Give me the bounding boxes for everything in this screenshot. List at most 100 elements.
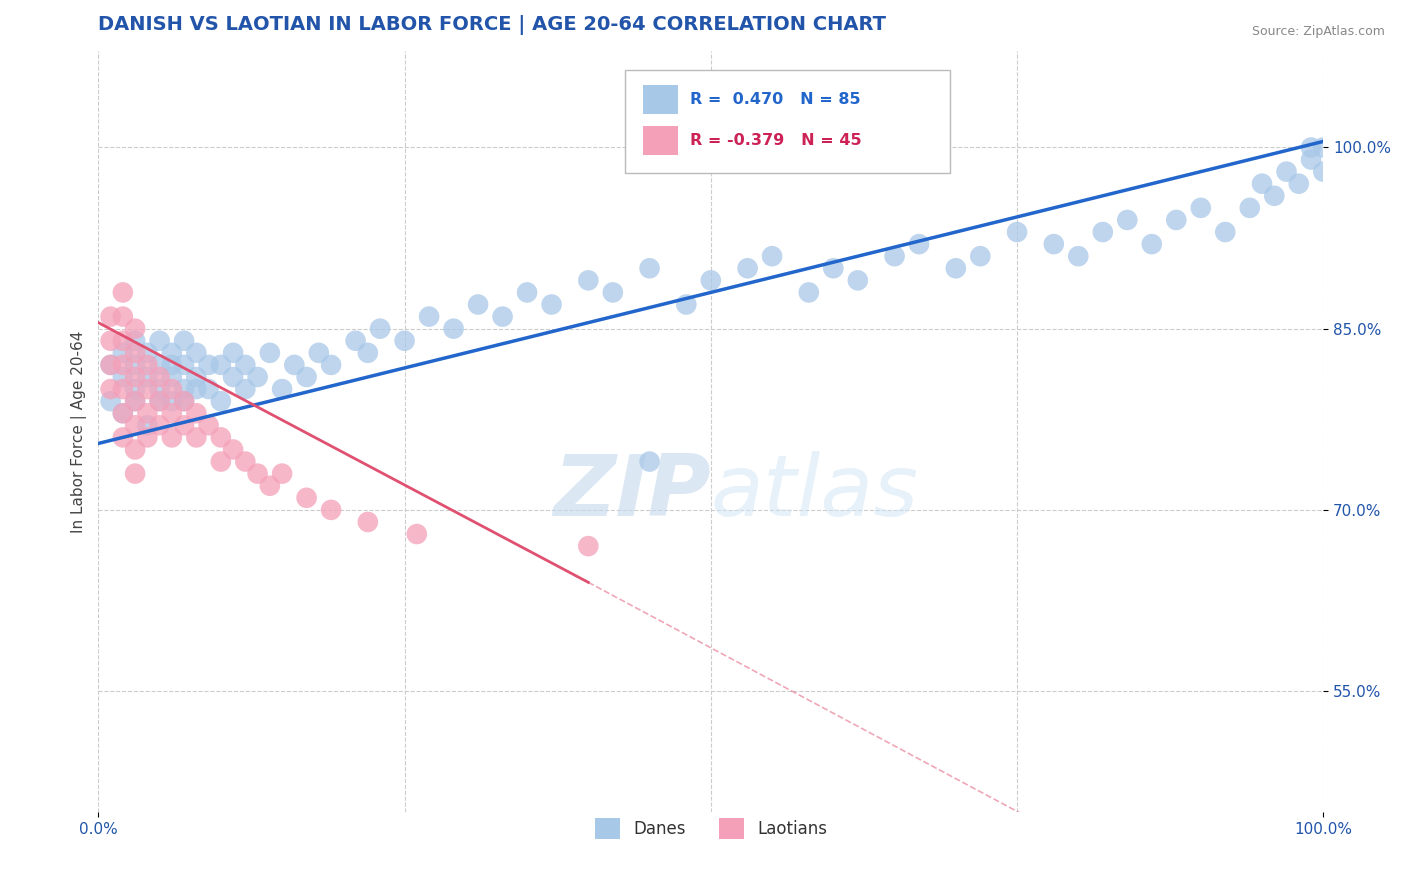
Point	[1239, 201, 1261, 215]
Point	[136, 418, 159, 433]
Point	[1299, 153, 1322, 167]
Point	[173, 382, 195, 396]
Point	[186, 430, 208, 444]
Point	[368, 321, 391, 335]
Point	[1166, 213, 1188, 227]
Point	[209, 430, 232, 444]
Point	[233, 382, 256, 396]
Point	[160, 346, 183, 360]
Point	[100, 358, 122, 372]
Point	[883, 249, 905, 263]
Point	[149, 358, 172, 372]
Point	[149, 370, 172, 384]
Point	[1042, 237, 1064, 252]
Point	[173, 394, 195, 409]
Point	[100, 334, 122, 348]
Text: Source: ZipAtlas.com: Source: ZipAtlas.com	[1251, 25, 1385, 38]
Point	[149, 418, 172, 433]
Point	[233, 358, 256, 372]
Point	[124, 382, 146, 396]
Point	[111, 406, 134, 420]
Point	[908, 237, 931, 252]
Point	[149, 394, 172, 409]
Point	[1067, 249, 1090, 263]
Point	[357, 346, 380, 360]
Point	[100, 394, 122, 409]
Point	[136, 382, 159, 396]
Point	[160, 394, 183, 409]
Point	[737, 261, 759, 276]
Point	[1288, 177, 1310, 191]
Point	[246, 467, 269, 481]
Point	[1189, 201, 1212, 215]
Point	[491, 310, 513, 324]
Point	[283, 358, 305, 372]
Point	[149, 334, 172, 348]
Point	[100, 382, 122, 396]
Point	[149, 394, 172, 409]
Point	[418, 310, 440, 324]
Point	[124, 358, 146, 372]
Point	[1312, 140, 1334, 154]
Point	[136, 346, 159, 360]
Point	[467, 297, 489, 311]
Point	[259, 346, 281, 360]
Point	[111, 406, 134, 420]
Point	[197, 382, 219, 396]
Point	[186, 382, 208, 396]
Point	[761, 249, 783, 263]
Point	[233, 454, 256, 468]
Point	[160, 370, 183, 384]
Point	[124, 321, 146, 335]
Y-axis label: In Labor Force | Age 20-64: In Labor Force | Age 20-64	[72, 330, 87, 533]
Point	[124, 370, 146, 384]
Text: R = -0.379   N = 45: R = -0.379 N = 45	[690, 133, 862, 148]
Point	[271, 467, 294, 481]
Point	[319, 358, 342, 372]
Point	[259, 479, 281, 493]
Point	[173, 334, 195, 348]
Point	[1312, 164, 1334, 178]
Point	[124, 418, 146, 433]
Point	[124, 346, 146, 360]
Point	[160, 358, 183, 372]
Point	[149, 382, 172, 396]
Point	[160, 430, 183, 444]
Point	[823, 261, 845, 276]
Point	[186, 370, 208, 384]
Point	[111, 430, 134, 444]
Point	[675, 297, 697, 311]
Point	[173, 394, 195, 409]
Point	[344, 334, 367, 348]
Point	[1213, 225, 1236, 239]
Point	[124, 467, 146, 481]
Point	[576, 273, 599, 287]
Point	[846, 273, 869, 287]
Point	[1275, 164, 1298, 178]
Point	[1263, 189, 1285, 203]
Point	[222, 346, 245, 360]
Point	[295, 370, 318, 384]
Point	[222, 442, 245, 457]
Point	[638, 454, 661, 468]
Point	[209, 394, 232, 409]
Point	[222, 370, 245, 384]
Point	[111, 285, 134, 300]
Point	[136, 358, 159, 372]
Point	[173, 418, 195, 433]
Point	[969, 249, 991, 263]
Point	[308, 346, 330, 360]
Point	[1140, 237, 1163, 252]
Text: atlas: atlas	[711, 450, 918, 533]
Point	[1299, 140, 1322, 154]
Point	[271, 382, 294, 396]
Point	[186, 346, 208, 360]
Point	[576, 539, 599, 553]
Point	[209, 454, 232, 468]
Point	[1091, 225, 1114, 239]
Point	[124, 442, 146, 457]
Point	[197, 358, 219, 372]
Point	[111, 334, 134, 348]
Point	[136, 430, 159, 444]
Point	[1116, 213, 1139, 227]
